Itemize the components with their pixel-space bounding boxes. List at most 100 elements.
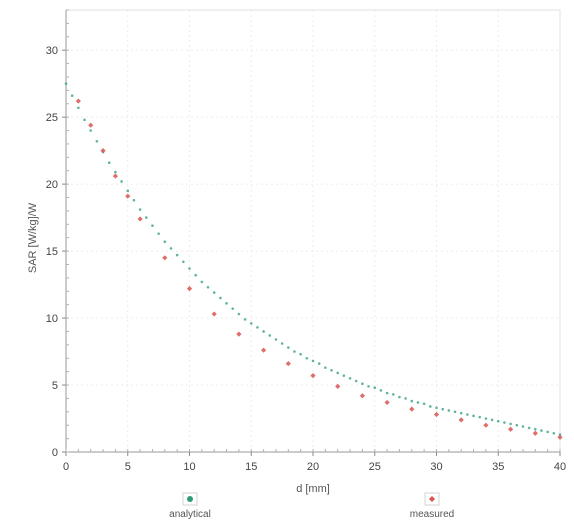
analytical-point: [256, 326, 259, 329]
analytical-point: [367, 385, 370, 388]
measured-point: [359, 393, 365, 399]
analytical-point: [126, 189, 130, 193]
analytical-point: [361, 382, 364, 385]
legend: analytical measured: [169, 492, 454, 520]
measured-point: [384, 399, 390, 406]
analytical-point: [534, 427, 537, 431]
analytical-point: [144, 216, 148, 219]
measured-point: [483, 422, 489, 428]
series-layer: [64, 82, 563, 440]
analytical-point: [305, 356, 309, 360]
measured-point: [162, 255, 168, 261]
analytical-point: [503, 421, 506, 424]
analytical-point: [484, 417, 488, 420]
analytical-point: [404, 397, 407, 400]
analytical-point: [212, 291, 216, 294]
analytical-point: [219, 296, 222, 300]
analytical-point: [311, 359, 315, 363]
analytical-point: [373, 386, 377, 390]
analytical-point: [398, 395, 401, 399]
analytical-point: [348, 377, 352, 380]
analytical-point: [107, 161, 111, 164]
measured-point: [186, 285, 193, 292]
series-analytical: [64, 82, 562, 436]
analytical-point: [138, 208, 142, 211]
measured-point: [458, 417, 464, 423]
analytical-point: [324, 366, 327, 369]
analytical-point: [206, 285, 210, 289]
analytical-point: [391, 393, 395, 396]
analytical-point: [416, 401, 420, 404]
y-axis-label: SAR [W/kg]/W: [27, 202, 39, 273]
y-tick-label: 5: [52, 380, 58, 392]
analytical-point: [490, 418, 494, 422]
analytical-point: [429, 405, 432, 408]
analytical-point: [151, 224, 154, 227]
measured-point: [125, 193, 131, 199]
analytical-point: [268, 334, 272, 337]
x-tick-label: 10: [183, 461, 195, 473]
analytical-point: [459, 411, 463, 415]
analytical-point: [447, 409, 451, 412]
analytical-point: [317, 362, 321, 365]
y-tick-label: 20: [46, 179, 58, 191]
analytical-point: [466, 413, 469, 416]
analytical-point: [299, 352, 302, 356]
analytical-point: [472, 414, 475, 418]
analytical-point: [521, 425, 525, 428]
legend-item-analytical: analytical: [169, 492, 211, 520]
y-tick-label: 30: [46, 45, 58, 57]
analytical-point: [77, 106, 80, 110]
analytical-point: [342, 374, 346, 377]
analytical-point: [64, 82, 68, 85]
measured-point: [433, 411, 440, 418]
analytical-point: [249, 322, 253, 325]
measured-point: [88, 122, 94, 128]
analytical-point: [287, 346, 290, 349]
analytical-point: [527, 426, 531, 430]
y-tick-label: 25: [46, 112, 58, 124]
analytical-point: [243, 318, 247, 321]
analytical-point: [354, 379, 358, 383]
y-tick-label: 10: [46, 313, 58, 325]
x-tick-label: 5: [125, 461, 131, 473]
analytical-point: [410, 399, 414, 403]
analytical-point: [114, 170, 117, 174]
y-tick-label: 0: [52, 447, 58, 459]
measured-point: [211, 311, 217, 317]
analytical-point: [515, 423, 519, 427]
measured-point: [335, 383, 341, 389]
analytical-point: [540, 429, 543, 432]
x-tick-label: 0: [63, 461, 69, 473]
analytical-point: [330, 368, 333, 372]
analytical-point: [163, 240, 167, 244]
measured-point: [236, 331, 242, 337]
x-axis-label: d [mm]: [296, 483, 330, 495]
measured-point: [508, 426, 514, 432]
analytical-point: [182, 260, 185, 264]
analytical-point: [95, 139, 99, 143]
x-tick-label: 25: [369, 461, 381, 473]
measured-point: [409, 406, 415, 412]
legend-label: measured: [410, 509, 454, 520]
measured-point: [310, 373, 316, 379]
analytical-point: [478, 415, 482, 419]
analytical-point: [453, 410, 457, 414]
y-axis-ticks: 0 5 10 15 20 25 30: [46, 9, 69, 459]
analytical-point: [546, 430, 549, 434]
analytical-point: [132, 198, 136, 202]
x-tick-label: 40: [554, 461, 566, 473]
x-tick-label: 30: [430, 461, 442, 473]
analytical-point: [496, 419, 500, 423]
analytical-point: [188, 267, 191, 270]
measured-point: [100, 148, 106, 154]
analytical-point: [558, 433, 562, 436]
analytical-point: [293, 350, 296, 353]
analytical-point: [280, 342, 284, 345]
analytical-point: [175, 253, 179, 257]
x-tick-label: 15: [245, 461, 257, 473]
analytical-point: [200, 280, 204, 284]
analytical-point: [231, 307, 235, 310]
